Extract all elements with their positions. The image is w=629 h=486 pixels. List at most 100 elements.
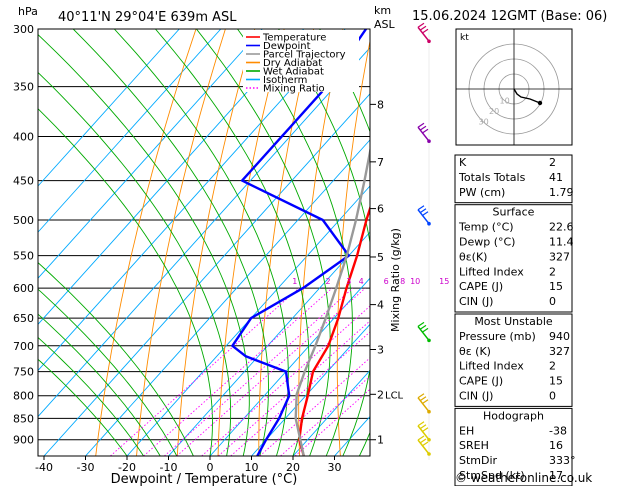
- pressure-tick-label: 450: [13, 175, 34, 188]
- wind-barb-flag: [421, 327, 429, 333]
- pressure-tick-label: 300: [13, 23, 34, 36]
- wind-barb-flag: [421, 28, 429, 34]
- wind-barb-flag: [421, 399, 429, 405]
- isotherm: [85, 139, 370, 456]
- axes: 1234681015202530035040045050055060065070…: [13, 23, 485, 474]
- dewpoint-line: [231, 29, 367, 456]
- lcl-label: LCL: [385, 390, 404, 401]
- hpa-axis-title: hPa: [18, 5, 38, 18]
- wind-barb-base: [427, 437, 431, 442]
- index-label: Lifted Index: [459, 360, 524, 373]
- hodograph-unit: kt: [460, 33, 469, 43]
- isotherm: [38, 29, 222, 233]
- most-unstable-box-title: Most Unstable: [474, 315, 553, 328]
- km-tick-label: 8: [377, 98, 384, 111]
- isotherm: [38, 29, 180, 187]
- pressure-tick-label: 700: [13, 340, 34, 353]
- background-lines: [38, 29, 629, 456]
- surface-box: [454, 204, 573, 313]
- index-label: Pressure (mb): [459, 330, 536, 343]
- legend-label: Temperature: [262, 33, 326, 44]
- mixing-ratio-line: [143, 287, 333, 456]
- legend-label: Mixing Ratio: [263, 84, 325, 95]
- pressure-tick-label: 400: [13, 131, 34, 144]
- index-value: 15: [549, 375, 563, 388]
- index-value: 0: [549, 390, 556, 403]
- wind-barb-flag: [419, 125, 427, 131]
- x-tick-label: -30: [77, 461, 95, 474]
- km-tick-label: 2: [377, 388, 384, 401]
- mixing-ratio-label: 15: [439, 277, 449, 286]
- top-indices: [454, 154, 573, 204]
- profile-lines: [231, 29, 370, 456]
- wet-adiabat: [113, 29, 289, 456]
- wind-barb-flag: [419, 438, 427, 444]
- x-axis-title: Dewpoint / Temperature (°C): [111, 472, 298, 486]
- index-label: CIN (J): [459, 295, 493, 308]
- index-value: 1.79: [549, 186, 574, 199]
- mixing-ratio-axis-title: Mixing Ratio (g/kg): [389, 228, 402, 332]
- legend-label: Wet Adiabat: [263, 67, 324, 78]
- km-tick-label: 7: [377, 156, 384, 169]
- isotherm: [251, 323, 370, 456]
- wind-barb-base: [427, 409, 431, 414]
- wind-barb-base: [427, 452, 431, 456]
- dry-adiabat: [607, 29, 629, 456]
- wind-barb: [417, 126, 430, 142]
- index-value: 11.4: [549, 236, 574, 249]
- hodograph-trace: [513, 88, 541, 104]
- wet-adiabat: [278, 29, 370, 456]
- mixing-ratio-line: [280, 375, 370, 456]
- dry-adiabat: [577, 29, 626, 456]
- index-value: 333°: [549, 454, 576, 467]
- x-tick-label: -20: [118, 461, 136, 474]
- isotherm: [38, 29, 346, 372]
- index-label: SREH: [459, 439, 489, 452]
- wind-barb-flag: [419, 25, 427, 31]
- wind-barb-base: [427, 39, 431, 44]
- index-label: Dewp (°C): [459, 236, 515, 249]
- wind-barb-flag: [417, 393, 425, 399]
- dry-adiabat: [136, 29, 226, 456]
- legend-box: [243, 30, 359, 92]
- mixing-ratio-label: 6: [384, 277, 389, 286]
- pressure-tick-label: 500: [13, 214, 34, 227]
- index-label: CIN (J): [459, 390, 493, 403]
- wind-barb-flag: [419, 424, 427, 430]
- x-tick-label: -10: [160, 461, 178, 474]
- copyright: © weatheronline.co.uk: [455, 471, 592, 485]
- pressure-tick-label: 350: [13, 81, 34, 94]
- dry-adiabat: [258, 29, 315, 456]
- mixing-ratio-line: [230, 331, 370, 456]
- mixing-ratio-label: 8: [400, 277, 405, 286]
- surface-box-title: Surface: [493, 206, 535, 219]
- index-label: EH: [459, 424, 474, 437]
- isotherm: [38, 29, 305, 326]
- x-tick-label: 0: [207, 461, 214, 474]
- index-value: 2: [549, 156, 556, 169]
- dry-adiabat: [217, 29, 285, 456]
- isotherm: [38, 29, 263, 279]
- wind-barb: [417, 26, 430, 42]
- pressure-tick-label: 850: [13, 412, 34, 425]
- index-value: 15: [549, 280, 563, 293]
- wet-adiabat: [38, 108, 213, 456]
- km-tick-label: 4: [377, 299, 384, 312]
- wind-barb-base: [427, 221, 431, 226]
- index-value: 327: [549, 345, 570, 358]
- mixing-ratio-line: [176, 287, 366, 456]
- mixing-ratio-line: [110, 287, 300, 456]
- dry-adiabat: [336, 39, 370, 456]
- wind-barb-flag: [421, 441, 429, 447]
- most-unstable-box: [454, 313, 573, 407]
- wet-adiabat: [38, 71, 232, 456]
- index-label: StmDir: [459, 454, 498, 467]
- wind-barb-flag: [419, 396, 427, 402]
- index-value: 22.6: [549, 221, 574, 234]
- wet-adiabat: [38, 336, 144, 456]
- wind-barb: [417, 425, 430, 441]
- parcel-line: [294, 145, 370, 456]
- index-value: 17: [549, 469, 563, 482]
